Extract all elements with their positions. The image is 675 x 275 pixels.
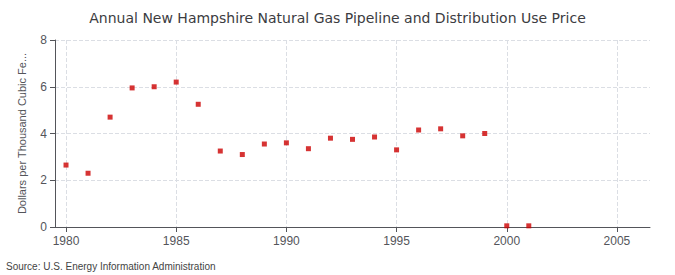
- svg-text:1980: 1980: [53, 234, 80, 248]
- svg-text:1985: 1985: [163, 234, 190, 248]
- svg-text:Source: U.S. Energy Informatio: Source: U.S. Energy Information Administ…: [6, 261, 216, 272]
- svg-text:1990: 1990: [273, 234, 300, 248]
- svg-text:Dollars per Thousand Cubic Fe.: Dollars per Thousand Cubic Fe...: [16, 53, 28, 214]
- svg-text:2000: 2000: [493, 234, 520, 248]
- svg-text:6: 6: [40, 80, 47, 94]
- svg-text:0: 0: [40, 220, 47, 234]
- svg-text:4: 4: [40, 127, 47, 141]
- svg-text:1995: 1995: [383, 234, 410, 248]
- svg-text:Annual New Hampshire Natural G: Annual New Hampshire Natural Gas Pipelin…: [89, 10, 585, 26]
- svg-text:2: 2: [40, 173, 47, 187]
- svg-text:8: 8: [40, 33, 47, 47]
- svg-text:2005: 2005: [604, 234, 631, 248]
